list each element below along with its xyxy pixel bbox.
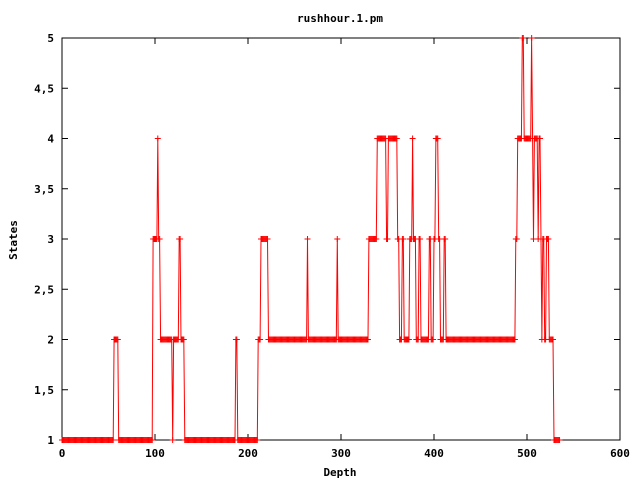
y-tick-label: 1 [47,434,54,447]
data-point [384,236,391,242]
data-point [233,336,240,343]
data-point [114,336,121,343]
data-point [177,236,184,242]
data-point [409,135,416,142]
series-states [59,35,563,443]
data-point [257,336,264,343]
data-point [180,336,187,343]
data-point [434,135,441,142]
x-tick-label: 100 [145,447,165,460]
y-tick-label: 5 [47,32,54,45]
y-axis: 1 1,5 2 2,5 3 3,5 4 4,5 5 [34,32,620,447]
data-point [511,336,518,343]
data-point [156,236,163,242]
x-axis-label: Depth [323,466,356,479]
data-point [537,135,544,142]
data-point [373,236,380,242]
y-tick-label: 1,5 [34,384,54,397]
data-point [264,236,271,242]
data-point [254,437,261,443]
data-point [556,437,563,443]
data-point [110,437,117,443]
data-point [405,336,412,343]
data-point [154,135,161,142]
data-point [334,236,341,242]
data-point [417,236,424,242]
chart-title: rushhour.1.pm [297,12,383,25]
x-axis: 0 100 200 300 400 500 600 [59,38,630,460]
data-point [545,236,552,242]
y-tick-label: 4 [47,133,54,146]
x-tick-label: 300 [331,447,351,460]
y-axis-label: States [7,220,20,260]
y-tick-label: 3 [47,233,54,246]
y-tick-label: 2,5 [34,283,54,296]
data-point [364,336,371,343]
x-tick-label: 500 [517,447,537,460]
data-point [169,437,176,443]
data-point [304,236,311,242]
data-point [513,236,520,242]
data-point [550,336,557,343]
x-tick-label: 0 [59,447,66,460]
data-point [430,336,437,343]
y-tick-label: 3,5 [34,183,54,196]
data-point [400,236,407,242]
x-tick-label: 200 [238,447,258,460]
y-tick-label: 4,5 [34,82,54,95]
y-tick-label: 2 [47,334,54,347]
x-tick-label: 600 [610,447,630,460]
data-point [149,437,156,443]
series-line [62,37,560,441]
data-point [393,135,400,142]
data-point [528,35,535,41]
data-point [520,35,527,41]
x-tick-label: 400 [424,447,444,460]
data-point [442,236,449,242]
